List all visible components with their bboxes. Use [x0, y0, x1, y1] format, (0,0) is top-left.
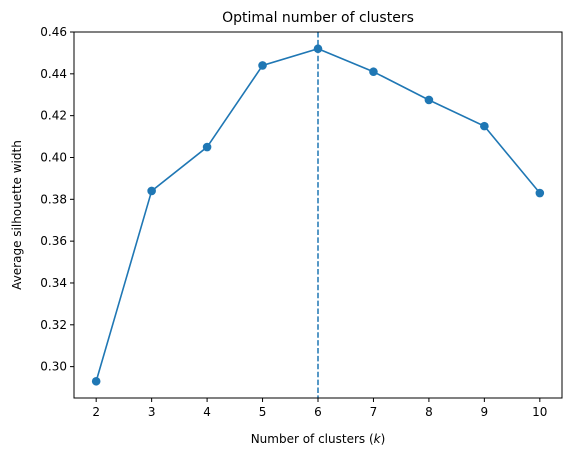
y-tick-label: 0.42: [40, 109, 67, 123]
x-axis-label-suffix: ): [381, 432, 386, 446]
data-point: [313, 44, 323, 54]
x-axis-label: Number of clusters (k): [251, 432, 386, 446]
y-tick-label: 0.30: [40, 360, 67, 374]
y-tick-label: 0.34: [40, 276, 67, 290]
x-tick-label: 4: [203, 405, 211, 419]
data-point: [424, 95, 434, 105]
data-point: [202, 142, 212, 152]
y-tick-label: 0.44: [40, 67, 67, 81]
data-point: [147, 186, 156, 196]
y-axis-label: Average silhouette width: [10, 140, 24, 290]
data-point: [369, 67, 378, 77]
y-tick-label: 0.36: [40, 234, 67, 248]
y-tick-label: 0.38: [40, 192, 67, 206]
x-tick-label: 9: [481, 405, 489, 419]
x-tick-label: 6: [314, 405, 322, 419]
plot-frame: [73, 31, 563, 399]
x-tick-label: 5: [259, 405, 267, 419]
data-point: [91, 376, 101, 386]
data-point: [258, 61, 267, 70]
data-point: [535, 188, 545, 198]
x-tick-label: 3: [148, 405, 156, 419]
y-tick-label: 0.32: [40, 318, 67, 332]
y-tick-label: 0.40: [40, 150, 67, 164]
x-axis-label-variable: k: [374, 432, 382, 446]
x-tick-label: 7: [370, 405, 378, 419]
y-tick-label: 0.46: [40, 25, 67, 39]
data-point: [480, 121, 489, 131]
x-tick-label: 10: [532, 405, 547, 419]
x-axis-label-prefix: Number of clusters (: [251, 432, 374, 446]
chart-title: Optimal number of clusters: [222, 10, 414, 26]
x-tick-label: 2: [92, 405, 100, 419]
x-tick-label: 8: [425, 405, 433, 419]
